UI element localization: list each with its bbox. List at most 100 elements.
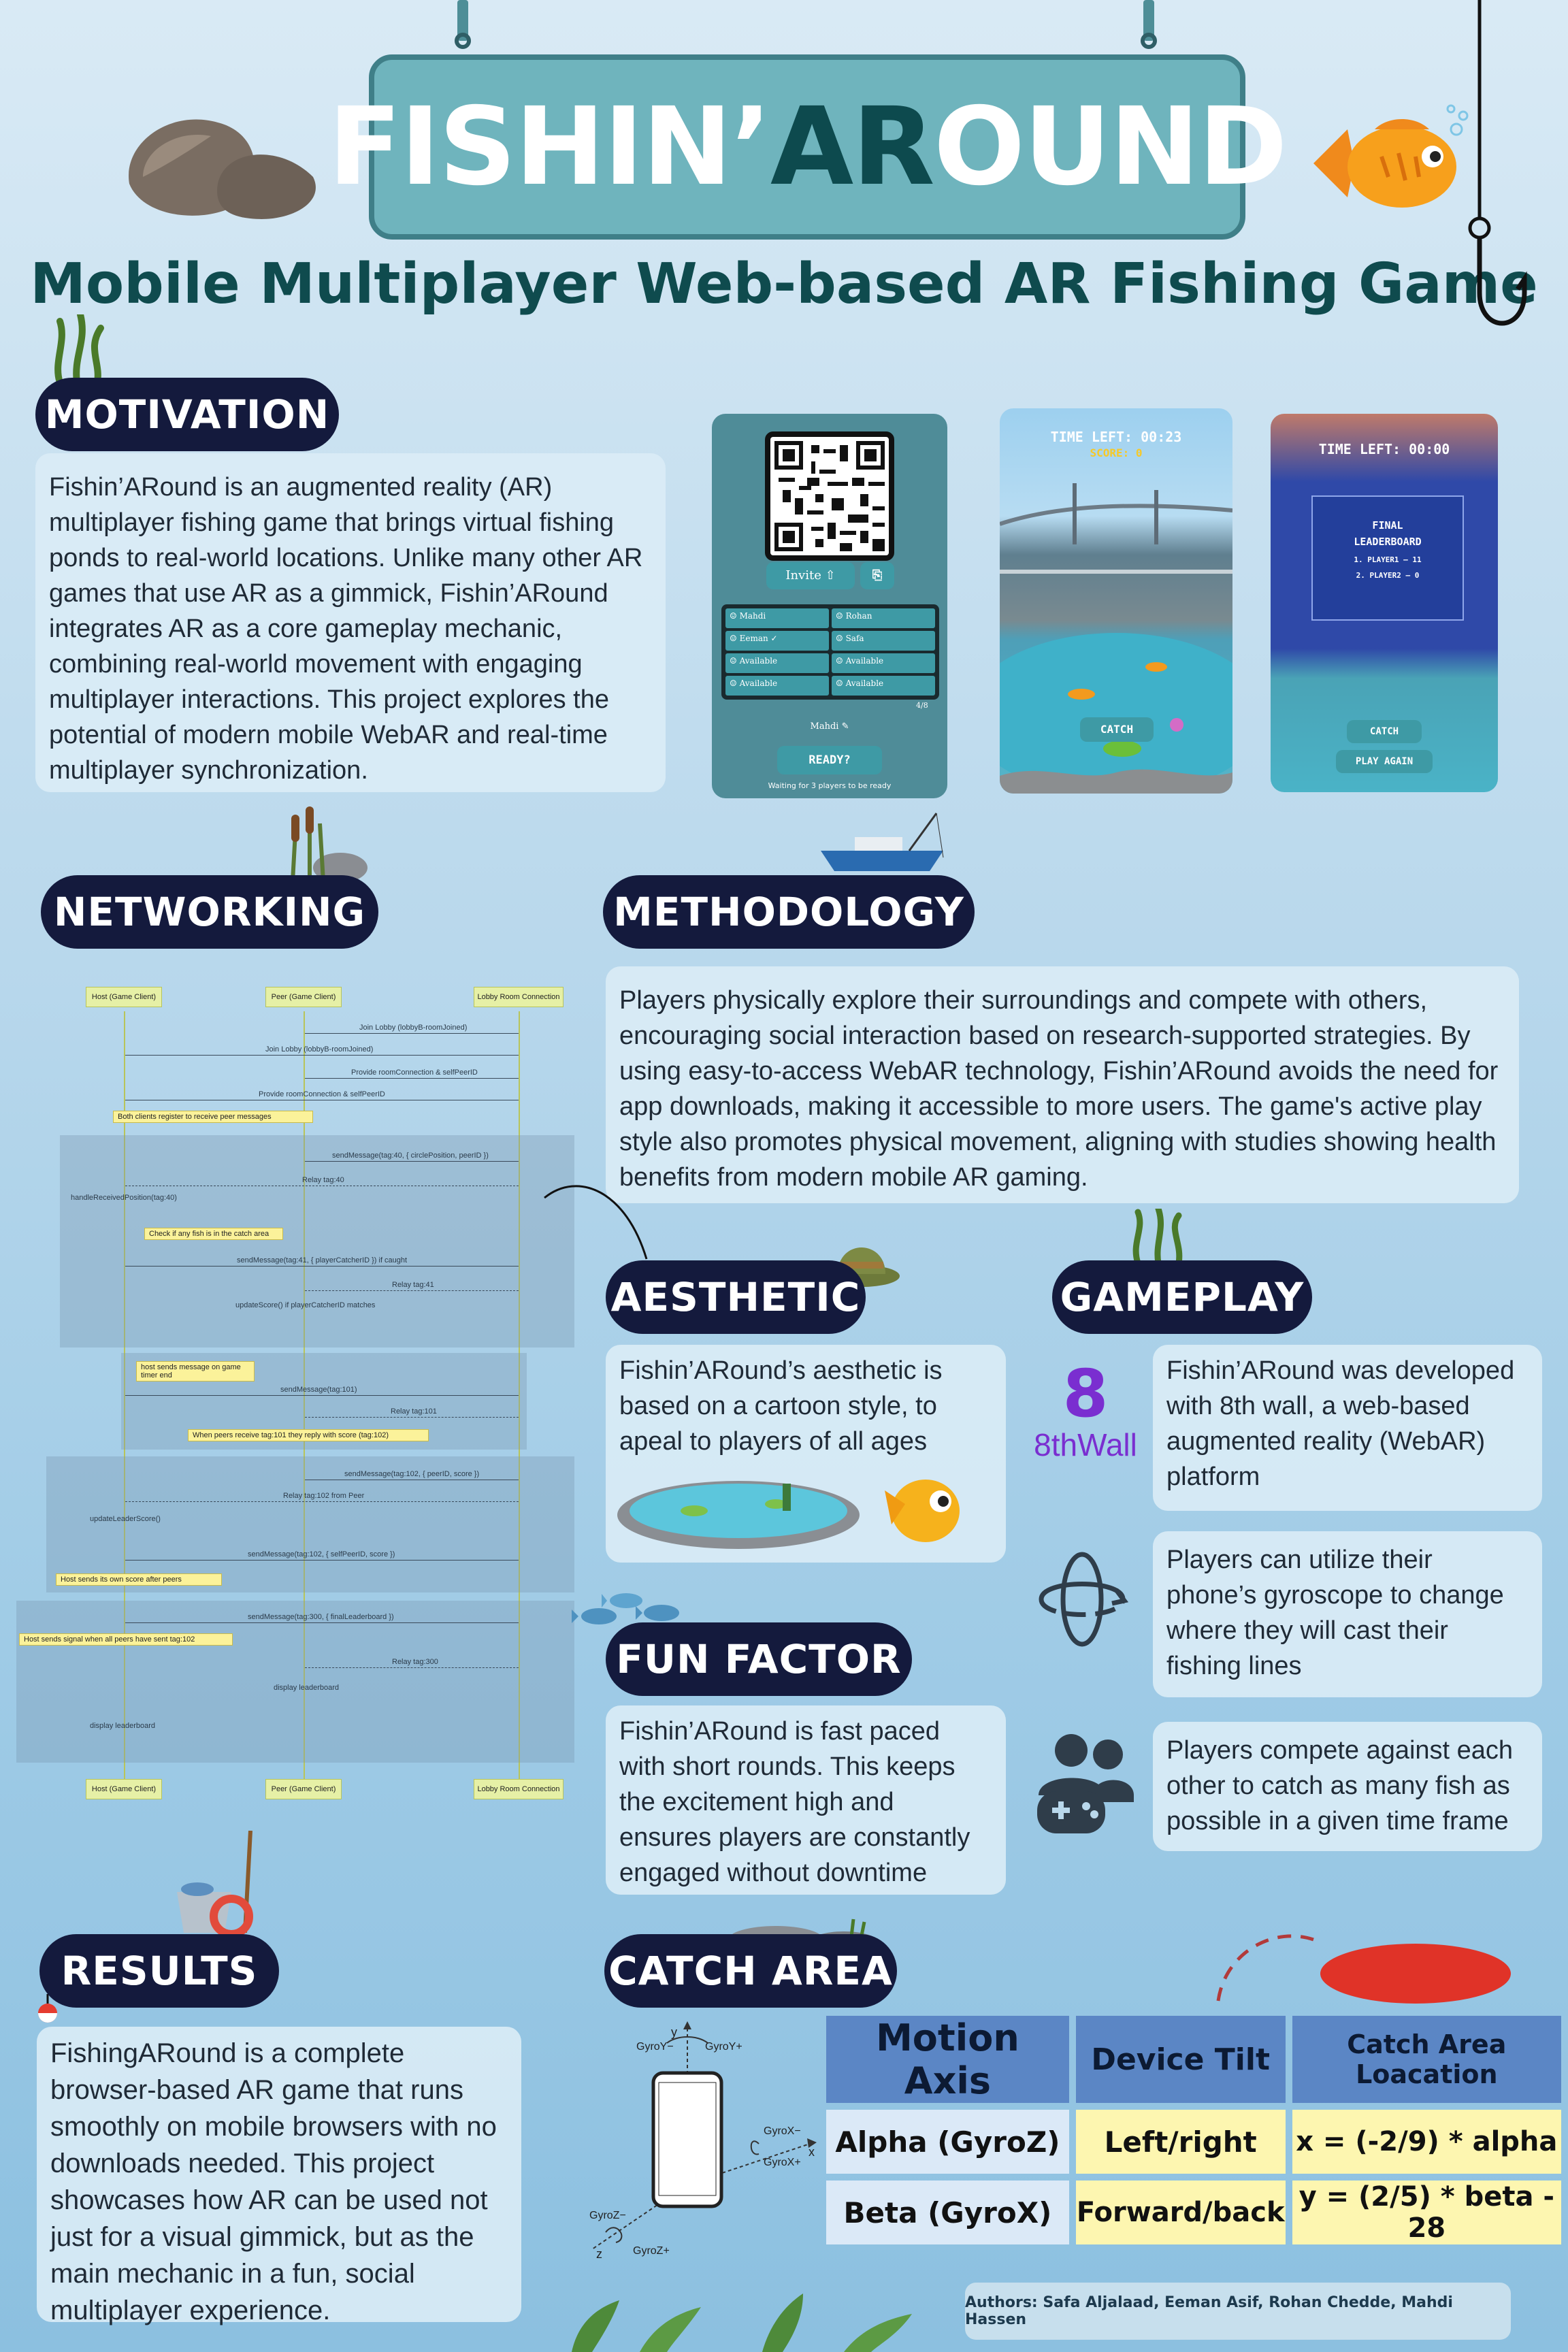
table-cell: Alpha (GyroZ) [826, 2110, 1069, 2174]
seq-note: host sends message on game timer end [136, 1361, 255, 1382]
catch-target-icon [1216, 1934, 1511, 2004]
catch-area-heading: CATCH AREA [604, 1934, 897, 2008]
seq-message: sendMessage(tag:41, { playerCatcherID })… [237, 1256, 408, 1264]
title-banner: FISHIN’AROUND [328, 54, 1288, 240]
seq-message: Join Lobby (lobbyB-roomJoined) [265, 1045, 374, 1054]
seq-message: Provide roomConnection & selfPeerID [259, 1090, 385, 1098]
player-grid: ☺ Mahdi ☺ Rohan ☺ Eeman ✓ ☺ Safa ☺ Avail… [721, 604, 939, 700]
player-count: 4/8 [916, 701, 928, 710]
game-screenshot: TIME LEFT: 00:23 SCORE: 0 CATCH [1000, 408, 1232, 794]
player-slot: ☺ Available [725, 653, 829, 673]
ready-button[interactable]: READY? [777, 746, 882, 774]
seq-arrow [305, 1667, 519, 1668]
seaweed-icon [1132, 1209, 1183, 1263]
aesthetic-heading: AESTHETIC [606, 1260, 866, 1334]
leaderboard-panel: FINAL LEADERBOARD 1. PLAYER1 — 11 2. PLA… [1311, 495, 1464, 621]
rocks-illustration [129, 119, 316, 219]
play-again-button[interactable]: PLAY AGAIN [1336, 750, 1433, 773]
gameplay-heading: GAMEPLAY [1052, 1260, 1312, 1334]
sequence-diagram: Host (Game Client) Peer (Game Client) Lo… [14, 980, 578, 1824]
seq-message: Relay tag:102 from Peer [283, 1492, 365, 1500]
seq-message: sendMessage(tag:102, { selfPeerID, score… [248, 1550, 395, 1558]
multiplayer-gamepad-icon [1037, 1734, 1134, 1833]
seq-message: Provide roomConnection & selfPeerID [351, 1068, 478, 1077]
invite-label: Invite [785, 568, 821, 583]
player-slot: ☺ Available [832, 676, 935, 696]
table-row: Beta (GyroX) Forward/back y = (2/5) * be… [826, 2180, 1561, 2244]
fun-factor-heading: FUN FACTOR [606, 1622, 912, 1696]
player-slot: ☺ Mahdi [725, 608, 829, 628]
player-slot: ☺ Available [725, 676, 829, 696]
invite-button[interactable]: Invite ⇧ [766, 562, 855, 589]
seq-message: sendMessage(tag:102, { peerID, score }) [344, 1470, 480, 1478]
seq-note: Check if any fish is in the catch area [144, 1228, 283, 1240]
seq-message: updateScore() if playerCatcherID matches [235, 1301, 376, 1309]
boat-icon [821, 813, 944, 871]
cartoon-fish-icon [885, 1480, 960, 1542]
seq-arrow [125, 1266, 519, 1267]
gameplay-card-2: Players can utilize their phone’s gyrosc… [1153, 1531, 1542, 1697]
phone-axis-diagram: y GyroY− GyroY+ GyroX− x GyroX+ GyroZ− z… [589, 2021, 817, 2261]
methodology-heading: METHODOLOGY [603, 875, 975, 949]
qr-code [765, 431, 894, 561]
seq-note: When peers receive tag:101 they reply wi… [188, 1429, 429, 1441]
seq-note: Both clients register to receive peer me… [113, 1111, 313, 1123]
player-slot: ☺ Eeman ✓ [725, 631, 829, 651]
table-header: Catch Area Loacation [1292, 2016, 1561, 2103]
title-part-1: FISHIN’ [328, 84, 772, 210]
seq-note: Host sends signal when all peers have se… [19, 1633, 233, 1646]
waiting-status: Waiting for 3 players to be ready [768, 781, 892, 790]
loop-group [46, 1456, 574, 1592]
leaderboard-title: FINAL LEADERBOARD [1354, 519, 1422, 548]
player-slot: ☺ Safa [832, 631, 935, 651]
banner-hanger-right [1141, 0, 1157, 76]
seaweed-icon [54, 314, 104, 382]
title-part-3: OUND [933, 84, 1288, 210]
page-title: FISHIN’AROUND [328, 84, 1288, 210]
lifeline-lobby [519, 1011, 520, 1787]
seq-message: display leaderboard [90, 1722, 156, 1730]
table-header: Device Tilt [1075, 2016, 1286, 2103]
motivation-text: Fishin’ARound is an augmented reality (A… [49, 473, 643, 785]
copy-icon[interactable]: ⎘ [860, 562, 894, 589]
title-part-2: AR [770, 84, 935, 210]
seq-message: Relay tag:101 [391, 1407, 437, 1416]
table-row: Alpha (GyroZ) Left/right x = (-2/9) * al… [826, 2110, 1561, 2174]
pond-illustration [1000, 633, 1232, 794]
axis-label-gyroz-minus: GyroZ− [589, 2210, 626, 2221]
8thwall-logo-text: 8thWall [1034, 1427, 1137, 1463]
final-catch-button[interactable]: CATCH [1347, 720, 1422, 743]
gameplay-card-1: Fishin’ARound was developed with 8th wal… [1153, 1345, 1542, 1511]
catch-button[interactable]: CATCH [1080, 717, 1154, 742]
axis-label-z: z [596, 2247, 602, 2261]
seq-note: Host sends its own score after peers [56, 1573, 222, 1586]
authors-box: Authors: Safa Aljalaad, Eeman Asif, Roha… [965, 2283, 1511, 2340]
axis-label-y: y [671, 2025, 677, 2039]
final-timer-label: TIME LEFT: 00:00 [1318, 441, 1450, 457]
gameplay-card-3: Players compete against each other to ca… [1153, 1722, 1542, 1851]
seq-message: sendMessage(tag:40, { circlePosition, pe… [332, 1152, 489, 1160]
seq-arrow [305, 1417, 519, 1418]
lane-footer-lobby: Lobby Room Connection [474, 1779, 564, 1799]
seq-arrow [305, 1078, 519, 1079]
lane-footer-peer: Peer (Game Client) [265, 1779, 342, 1799]
fishing-bucket-icon [177, 1831, 253, 1938]
gyroscope-rotate-icon [1039, 1552, 1129, 1647]
methodology-text: Players physically explore their surroun… [619, 986, 1499, 1192]
axis-label-x: x [808, 2145, 815, 2159]
timer-label: TIME LEFT: 00:23 [1050, 429, 1182, 445]
methodology-card: Players physically explore their surroun… [606, 966, 1519, 1203]
seq-message: display leaderboard [274, 1684, 340, 1692]
axis-label-gyrox-minus: GyroX− [764, 2125, 801, 2137]
loop-group [60, 1135, 574, 1348]
seq-arrow [125, 1395, 519, 1396]
seq-arrow [125, 1622, 519, 1623]
seq-arrow [125, 1501, 519, 1502]
results-heading: RESULTS [39, 1934, 279, 2008]
table-header: Motion Axis [826, 2016, 1069, 2103]
table-cell: y = (2/5) * beta - 28 [1292, 2180, 1561, 2244]
page-subtitle: Mobile Multiplayer Web-based AR Fishing … [30, 252, 1538, 316]
lane-header-peer: Peer (Game Client) [265, 987, 342, 1007]
authors-text: Authors: Safa Aljalaad, Eeman Asif, Roha… [965, 2294, 1453, 2328]
table-cell: Beta (GyroX) [826, 2180, 1069, 2244]
